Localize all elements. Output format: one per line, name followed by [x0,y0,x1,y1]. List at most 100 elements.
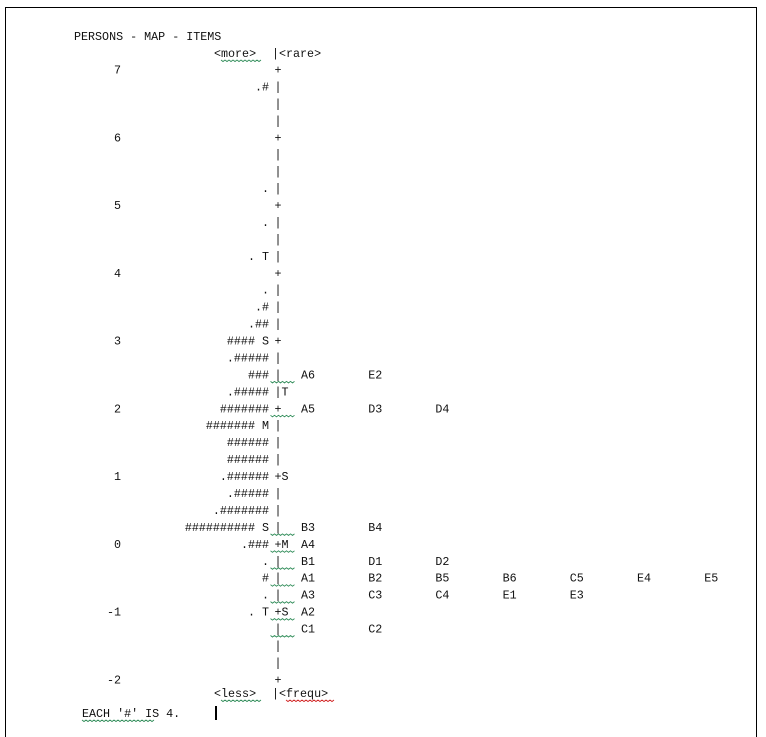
y-tick-label: -2 [107,673,121,687]
y-tick-label: 0 [114,538,121,552]
y-tick-label: 7 [114,64,121,78]
persons-distribution: .##### [227,385,269,399]
persons-distribution: .####### [213,504,269,518]
item-label: E1 [503,589,517,603]
spellcheck-underline [81,719,155,723]
item-label: C1 [301,623,315,637]
axis-marker: +M [275,538,289,552]
spellcheck-underline [270,584,295,587]
spellcheck-underline [220,699,262,703]
item-label: A1 [301,572,315,586]
axis-marker: + [275,335,282,349]
axis-marker: + [275,64,282,78]
item-label: A2 [301,606,315,620]
item-label: E3 [570,589,584,603]
header-separator: | [272,47,279,61]
axis-marker: | [275,318,282,332]
header-left-label: <more> [214,47,256,61]
y-tick-label: 3 [114,335,121,349]
persons-distribution: . [262,284,269,298]
axis-marker: | [275,301,282,315]
axis-marker: | [275,419,282,433]
text-cursor [215,706,217,720]
persons-distribution: .##### [227,487,269,501]
axis-marker: + [275,673,282,687]
axis-marker: | [275,572,282,586]
axis-marker: | [275,165,282,179]
footer-left-label: <less> [214,687,256,701]
persons-distribution: ###### [227,436,269,450]
item-label: E4 [637,572,651,586]
axis-marker: +S [275,606,289,620]
persons-distribution: . [262,589,269,603]
axis-marker: |T [275,385,289,399]
axis-marker: | [275,521,282,535]
persons-distribution: .# [255,301,269,315]
spellcheck-underline [220,59,262,63]
axis-marker: | [275,233,282,247]
axis-marker: | [275,555,282,569]
spellcheck-underline [270,618,295,621]
y-tick-label: -1 [107,606,121,620]
item-label: A4 [301,538,315,552]
spellcheck-underline [270,414,295,418]
axis-marker: | [275,436,282,450]
axis-marker: | [275,114,282,128]
spellcheck-underline [270,380,295,384]
persons-distribution: . T [248,606,269,620]
output-window [5,7,757,737]
item-label: D1 [368,555,382,569]
persons-distribution: . [262,182,269,196]
axis-marker: | [275,250,282,264]
persons-distribution: ### [248,368,269,382]
persons-distribution: ####### [220,402,269,416]
axis-marker: +S [275,470,289,484]
persons-distribution: . [262,555,269,569]
spellcheck-underline [270,550,295,553]
spellcheck-underline [270,533,295,536]
persons-distribution: # [262,572,269,586]
axis-marker: | [275,80,282,94]
axis-marker: | [275,284,282,298]
axis-marker: | [275,148,282,162]
item-label: B6 [503,572,517,586]
item-label: B4 [368,521,382,535]
item-label: D4 [435,402,449,416]
y-axis-tick-labels: 7 6 5 4 3 2 1 0 -1 -2 [107,64,121,688]
persons-distribution: ########## S [185,521,269,535]
scale-note: EACH '#' IS 4. [82,707,180,721]
axis-marker: | [275,216,282,230]
item-label: C3 [368,589,382,603]
persons-distribution: .## [248,318,269,332]
map-rows: +.# |||+||. |+. ||. T |+. |.# |.## |#### S +.###… [81,59,718,723]
chart-title: PERSONS - MAP - ITEMS [74,30,221,44]
item-label: B5 [435,572,449,586]
persons-distribution: ###### [227,453,269,467]
axis-marker: | [275,97,282,111]
persons-distribution: . [262,216,269,230]
footer-separator: | [272,687,279,701]
item-label: D3 [368,402,382,416]
item-label: C2 [368,623,382,637]
axis-marker: | [275,182,282,196]
persons-distribution: .##### [227,351,269,365]
header-right-label: <rare> [279,47,321,61]
axis-marker: | [275,504,282,518]
axis-marker: | [275,487,282,501]
item-label: D2 [435,555,449,569]
persons-distribution: .# [255,80,269,94]
axis-marker: | [275,639,282,653]
y-tick-label: 6 [114,131,121,145]
item-label: B1 [301,555,315,569]
axis-marker: + [275,131,282,145]
y-tick-label: 4 [114,267,121,281]
axis-marker: + [275,267,282,281]
spellcheck-underline [270,567,295,570]
item-label: C4 [435,589,449,603]
y-tick-label: 2 [114,402,121,416]
axis-marker: | [275,623,282,637]
item-label: A6 [301,368,315,382]
item-label: E2 [368,368,382,382]
axis-marker: + [275,199,282,213]
